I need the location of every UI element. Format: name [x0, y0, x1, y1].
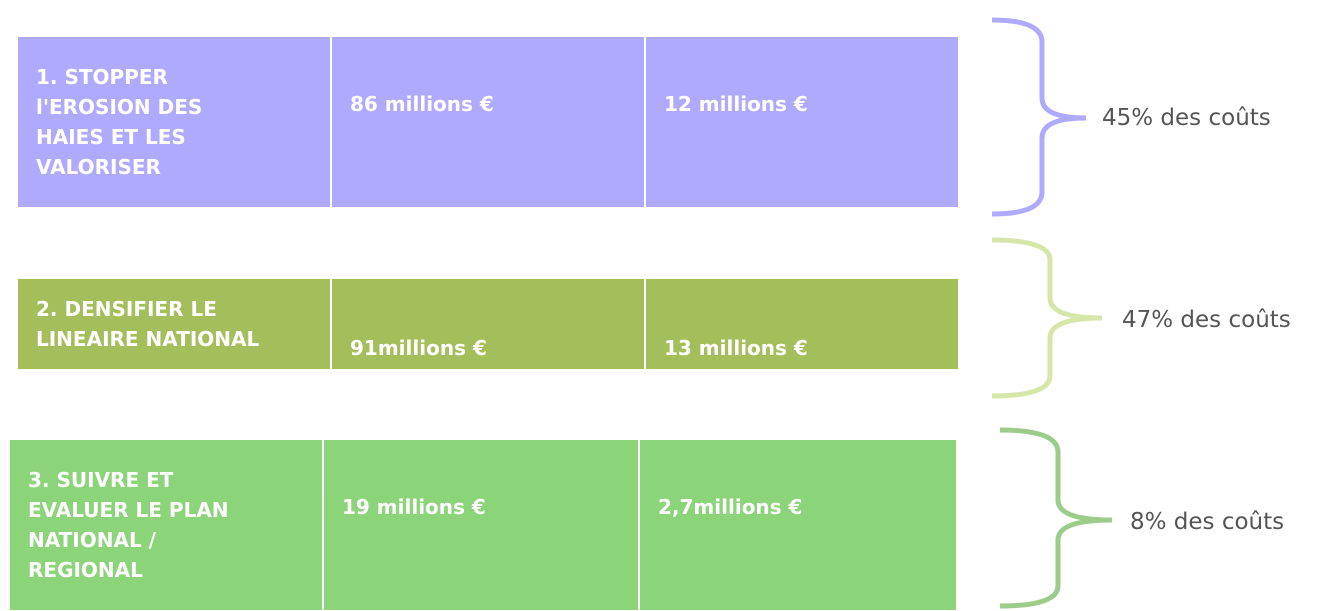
cost-cell: 2,7millions € — [640, 440, 956, 610]
label-cell: 3. SUIVRE ET EVALUER LE PLAN NATIONAL / … — [10, 440, 322, 610]
brace — [991, 17, 1087, 217]
share: 8% des coûts — [1130, 509, 1285, 535]
cost-cell: 91millions € — [332, 279, 644, 369]
cost: 13 millions € — [664, 336, 808, 360]
cost-cell: 86 millions € — [332, 37, 644, 207]
cost: 19 millions € — [342, 495, 486, 519]
cost-cell: 13 millions € — [646, 279, 958, 369]
cost: 2,7millions € — [658, 495, 803, 519]
row: 2. DENSIFIER LE LINEAIRE NATIONAL 91mill… — [18, 279, 958, 369]
label-cell: 1. STOPPER l'EROSION DES HAIES ET LES VA… — [18, 37, 330, 207]
label: 3. SUIVRE ET EVALUER LE PLAN NATIONAL / … — [28, 468, 229, 582]
label: 1. STOPPER l'EROSION DES HAIES ET LES VA… — [36, 65, 203, 179]
share: 47% des coûts — [1122, 307, 1291, 333]
cost: 12 millions € — [664, 92, 808, 116]
label-cell: 2. DENSIFIER LE LINEAIRE NATIONAL — [18, 279, 330, 369]
cost-cell: 12 millions € — [646, 37, 958, 207]
brace — [999, 427, 1113, 609]
brace — [991, 237, 1103, 399]
cost: 91millions € — [350, 336, 487, 360]
share: 45% des coûts — [1102, 105, 1271, 131]
label: 2. DENSIFIER LE LINEAIRE NATIONAL — [36, 297, 260, 351]
cost: 86 millions € — [350, 92, 494, 116]
cost-cell: 19 millions € — [324, 440, 638, 610]
row: 3. SUIVRE ET EVALUER LE PLAN NATIONAL / … — [10, 440, 956, 610]
row: 1. STOPPER l'EROSION DES HAIES ET LES VA… — [18, 37, 958, 207]
